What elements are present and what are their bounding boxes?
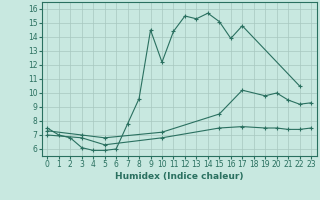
X-axis label: Humidex (Indice chaleur): Humidex (Indice chaleur) [115, 172, 244, 181]
